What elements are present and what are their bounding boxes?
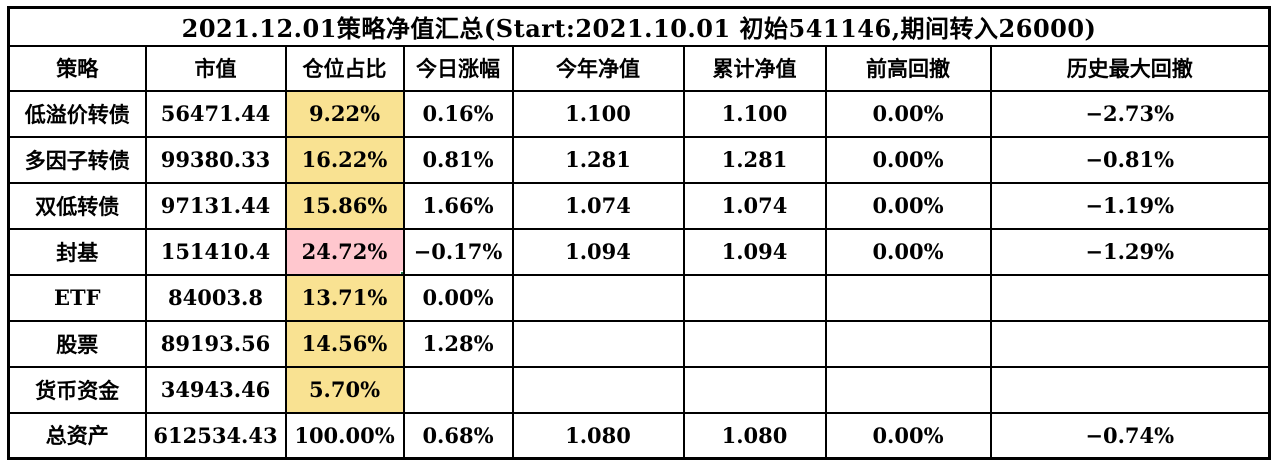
cell-position-ratio[interactable]: 14.56% — [284, 319, 405, 368]
active-selected-cell[interactable]: 24.72% — [284, 227, 405, 276]
table-title[interactable]: 2021.12.01策略净值汇总(Start:2021.10.01 初始5411… — [7, 6, 1271, 47]
cell-strategy[interactable]: 双低转债 — [7, 181, 147, 230]
cell-position-ratio[interactable]: 5.70% — [284, 365, 405, 414]
cell-drawdown-from-high[interactable]: 0.00% — [824, 411, 992, 460]
cell-drawdown-from-high[interactable]: 0.00% — [824, 89, 992, 138]
cell-ytd-nav[interactable]: 1.100 — [511, 89, 685, 138]
cell-ytd-nav[interactable] — [511, 273, 685, 322]
cell-market-value[interactable]: 99380.33 — [144, 135, 287, 184]
cell-daily-change[interactable]: 0.16% — [402, 89, 514, 138]
cell-market-value[interactable]: 34943.46 — [144, 365, 287, 414]
table-row-stocks: 股票 89193.56 14.56% 1.28% — [7, 319, 1271, 368]
cell-max-drawdown[interactable]: −0.74% — [989, 411, 1271, 460]
cell-max-drawdown[interactable] — [989, 365, 1271, 414]
cell-ytd-nav[interactable] — [511, 365, 685, 414]
cell-strategy[interactable]: 低溢价转债 — [7, 89, 147, 138]
cell-max-drawdown[interactable]: −2.73% — [989, 89, 1271, 138]
cell-strategy[interactable]: 股票 — [7, 319, 147, 368]
cell-cumulative-nav[interactable] — [682, 365, 827, 414]
cell-max-drawdown[interactable]: −0.81% — [989, 135, 1271, 184]
cell-strategy[interactable]: ETF — [7, 273, 147, 322]
cell-max-drawdown[interactable] — [989, 319, 1271, 368]
cell-market-value[interactable]: 56471.44 — [144, 89, 287, 138]
col-header-strategy[interactable]: 策略 — [7, 44, 147, 92]
cell-ytd-nav[interactable] — [511, 319, 685, 368]
table-row-cash: 货币资金 34943.46 5.70% — [7, 365, 1271, 414]
table-row-etf: ETF 84003.8 13.71% 0.00% — [7, 273, 1271, 322]
fill-handle[interactable] — [399, 270, 402, 273]
col-header-drawdown-from-high[interactable]: 前高回撤 — [824, 44, 992, 92]
header-row: 策略 市值 仓位占比 今日涨幅 今年净值 累计净值 前高回撤 历史最大回撤 — [7, 44, 1271, 92]
cell-daily-change[interactable]: 0.68% — [402, 411, 514, 460]
cell-drawdown-from-high[interactable]: 0.00% — [824, 135, 992, 184]
cell-max-drawdown[interactable]: −1.29% — [989, 227, 1271, 276]
cell-position-ratio[interactable]: 15.86% — [284, 181, 405, 230]
strategy-nav-summary-table: 2021.12.01策略净值汇总(Start:2021.10.01 初始5411… — [7, 6, 1272, 460]
cell-strategy[interactable]: 货币资金 — [7, 365, 147, 414]
cell-cumulative-nav[interactable]: 1.100 — [682, 89, 827, 138]
cell-max-drawdown[interactable] — [989, 273, 1271, 322]
table-row-closed-end-fund-selected: 封基 151410.4 24.72% −0.17% 1.094 1.094 0.… — [7, 227, 1271, 276]
cell-market-value[interactable]: 97131.44 — [144, 181, 287, 230]
cell-ytd-nav[interactable]: 1.094 — [511, 227, 685, 276]
cell-cumulative-nav[interactable] — [682, 273, 827, 322]
cell-position-ratio[interactable]: 100.00% — [284, 411, 405, 460]
col-header-cumulative-nav[interactable]: 累计净值 — [682, 44, 827, 92]
cell-market-value[interactable]: 612534.43 — [144, 411, 287, 460]
col-header-max-drawdown[interactable]: 历史最大回撤 — [989, 44, 1271, 92]
cell-ytd-nav[interactable]: 1.080 — [511, 411, 685, 460]
table-row-multifactor-convertible: 多因子转债 99380.33 16.22% 0.81% 1.281 1.281 … — [7, 135, 1271, 184]
cell-daily-change[interactable]: 1.66% — [402, 181, 514, 230]
cell-market-value[interactable]: 89193.56 — [144, 319, 287, 368]
cell-cumulative-nav[interactable]: 1.281 — [682, 135, 827, 184]
cell-cumulative-nav[interactable]: 1.074 — [682, 181, 827, 230]
cell-max-drawdown[interactable]: −1.19% — [989, 181, 1271, 230]
cell-strategy[interactable]: 多因子转债 — [7, 135, 147, 184]
cell-market-value[interactable]: 84003.8 — [144, 273, 287, 322]
cell-daily-change[interactable]: 0.81% — [402, 135, 514, 184]
cell-ytd-nav[interactable]: 1.074 — [511, 181, 685, 230]
cell-drawdown-from-high[interactable]: 0.00% — [824, 181, 992, 230]
cell-daily-change[interactable]: 0.00% — [402, 273, 514, 322]
cell-position-ratio[interactable]: 16.22% — [284, 135, 405, 184]
cell-daily-change[interactable]: −0.17% — [402, 227, 514, 276]
table-row-low-premium-convertible: 低溢价转债 56471.44 9.22% 0.16% 1.100 1.100 0… — [7, 89, 1271, 138]
col-header-daily-change[interactable]: 今日涨幅 — [402, 44, 514, 92]
cell-cumulative-nav[interactable] — [682, 319, 827, 368]
cell-cumulative-nav[interactable]: 1.080 — [682, 411, 827, 460]
table-row-total-assets: 总资产 612534.43 100.00% 0.68% 1.080 1.080 … — [7, 411, 1271, 460]
cell-cumulative-nav[interactable]: 1.094 — [682, 227, 827, 276]
cell-daily-change[interactable]: 1.28% — [402, 319, 514, 368]
cell-strategy[interactable]: 封基 — [7, 227, 147, 276]
cell-ytd-nav[interactable]: 1.281 — [511, 135, 685, 184]
cell-position-ratio[interactable]: 13.71% — [284, 273, 405, 322]
cell-drawdown-from-high[interactable] — [824, 365, 992, 414]
col-header-market-value[interactable]: 市值 — [144, 44, 287, 92]
cell-drawdown-from-high[interactable]: 0.00% — [824, 227, 992, 276]
title-row: 2021.12.01策略净值汇总(Start:2021.10.01 初始5411… — [7, 6, 1271, 47]
table-row-double-low-convertible: 双低转债 97131.44 15.86% 1.66% 1.074 1.074 0… — [7, 181, 1271, 230]
cell-daily-change[interactable] — [402, 365, 514, 414]
cell-drawdown-from-high[interactable] — [824, 273, 992, 322]
col-header-ytd-nav[interactable]: 今年净值 — [511, 44, 685, 92]
col-header-position-ratio[interactable]: 仓位占比 — [284, 44, 405, 92]
cell-drawdown-from-high[interactable] — [824, 319, 992, 368]
cell-strategy[interactable]: 总资产 — [7, 411, 147, 460]
cell-position-ratio[interactable]: 9.22% — [284, 89, 405, 138]
cell-market-value[interactable]: 151410.4 — [144, 227, 287, 276]
